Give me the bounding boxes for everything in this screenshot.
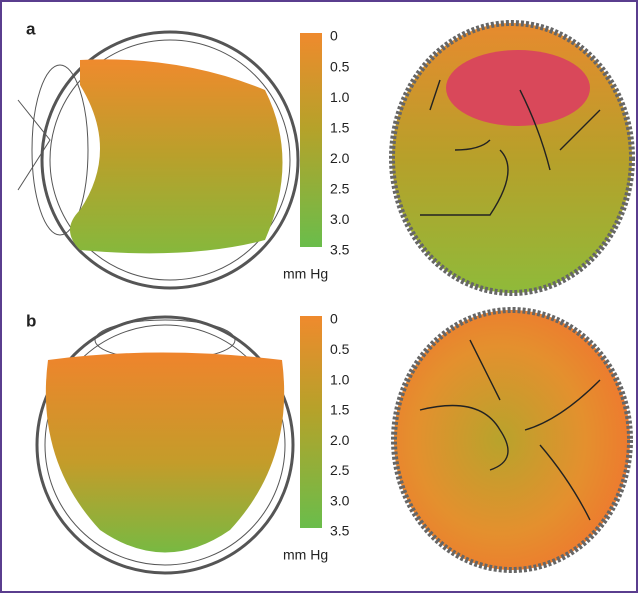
- colorbar-tick-label: 0.5: [330, 341, 350, 357]
- colorbar-tick-label: 1.0: [330, 371, 350, 387]
- colorbar-tick-label: 3.0: [330, 492, 350, 508]
- colorbar-tick-label: 1.5: [330, 119, 350, 135]
- colorbar-tick-label: 2.5: [330, 181, 350, 197]
- colorbar-tick-label: 0: [330, 311, 338, 327]
- colorbar-tick-label: 3.5: [330, 242, 350, 258]
- colorbar-tick-label: 1.0: [330, 89, 350, 105]
- colorbar-tick-label: 1.5: [330, 402, 350, 418]
- colorbar-tick-label: 0: [330, 28, 338, 44]
- colorbar-tick-label: 2.0: [330, 432, 350, 448]
- colorbar: [300, 33, 322, 247]
- colorbar-unit: mm Hg: [283, 547, 328, 563]
- colorbar-tick-label: 0.5: [330, 58, 350, 74]
- panel-label: b: [26, 311, 36, 330]
- colorbar-tick-label: 3.0: [330, 211, 350, 227]
- panel-label: a: [26, 19, 36, 38]
- colorbar-tick-label: 2.5: [330, 462, 350, 478]
- retina-map: [391, 307, 633, 573]
- retina-map: [389, 20, 635, 296]
- eye-diagram: [35, 315, 295, 575]
- colorbar-tick-label: 2.0: [330, 150, 350, 166]
- colorbar-unit: mm Hg: [283, 266, 328, 282]
- colorbar-tick-label: 3.5: [330, 523, 350, 539]
- colorbar: [300, 316, 322, 528]
- eye-diagram: [17, 30, 300, 290]
